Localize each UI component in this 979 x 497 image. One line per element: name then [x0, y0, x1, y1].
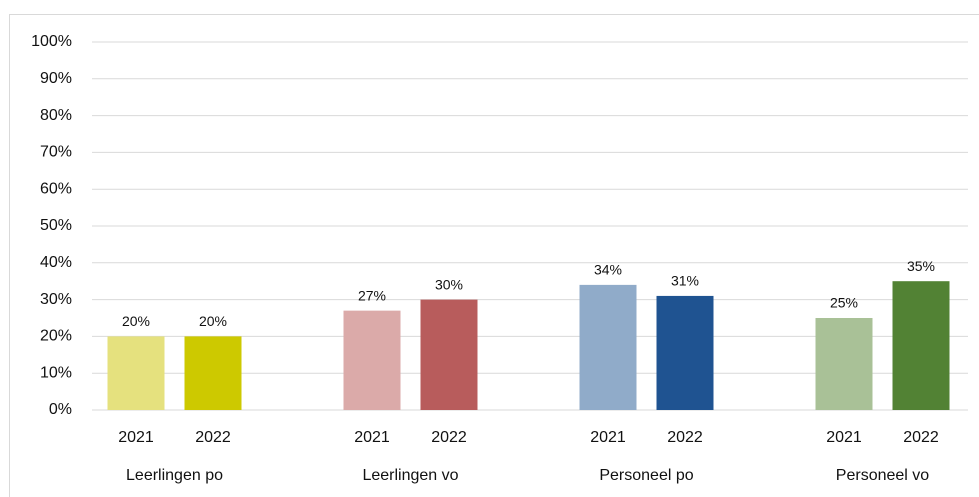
- y-tick-label: 50%: [40, 217, 72, 234]
- data-label: 31%: [671, 273, 699, 289]
- y-tick-label: 90%: [40, 70, 72, 87]
- bar: [107, 336, 165, 410]
- y-tick-label: 100%: [31, 33, 72, 50]
- y-tick-label: 60%: [40, 180, 72, 197]
- chart-border: [9, 14, 979, 497]
- x-tick-label: 2021: [590, 429, 626, 446]
- bar: [420, 299, 478, 410]
- y-tick-label: 30%: [40, 291, 72, 308]
- data-label: 35%: [907, 258, 935, 274]
- bar: [815, 318, 873, 410]
- bar: [892, 281, 950, 410]
- bar: [184, 336, 242, 410]
- bar: [579, 284, 637, 410]
- y-tick-label: 0%: [49, 401, 72, 418]
- x-tick-label: 2021: [354, 429, 390, 446]
- group-label: Personeel po: [599, 467, 693, 484]
- bar: [656, 295, 714, 410]
- y-tick-label: 20%: [40, 328, 72, 345]
- group-label: Leerlingen po: [126, 467, 223, 484]
- x-tick-label: 2022: [667, 429, 703, 446]
- group-label: Leerlingen vo: [362, 467, 458, 484]
- bar: [343, 310, 401, 410]
- data-label: 20%: [122, 313, 150, 329]
- x-tick-label: 2022: [903, 429, 939, 446]
- data-label: 27%: [358, 287, 386, 303]
- y-tick-label: 10%: [40, 364, 72, 381]
- y-tick-label: 80%: [40, 107, 72, 124]
- data-label: 20%: [199, 313, 227, 329]
- data-label: 34%: [594, 262, 622, 278]
- x-tick-label: 2021: [826, 429, 862, 446]
- group-label: Personeel vo: [836, 467, 929, 484]
- x-tick-label: 2021: [118, 429, 154, 446]
- y-tick-label: 40%: [40, 254, 72, 271]
- x-tick-label: 2022: [195, 429, 231, 446]
- data-label: 30%: [435, 276, 463, 292]
- y-tick-label: 70%: [40, 144, 72, 161]
- data-label: 25%: [830, 295, 858, 311]
- x-tick-label: 2022: [431, 429, 467, 446]
